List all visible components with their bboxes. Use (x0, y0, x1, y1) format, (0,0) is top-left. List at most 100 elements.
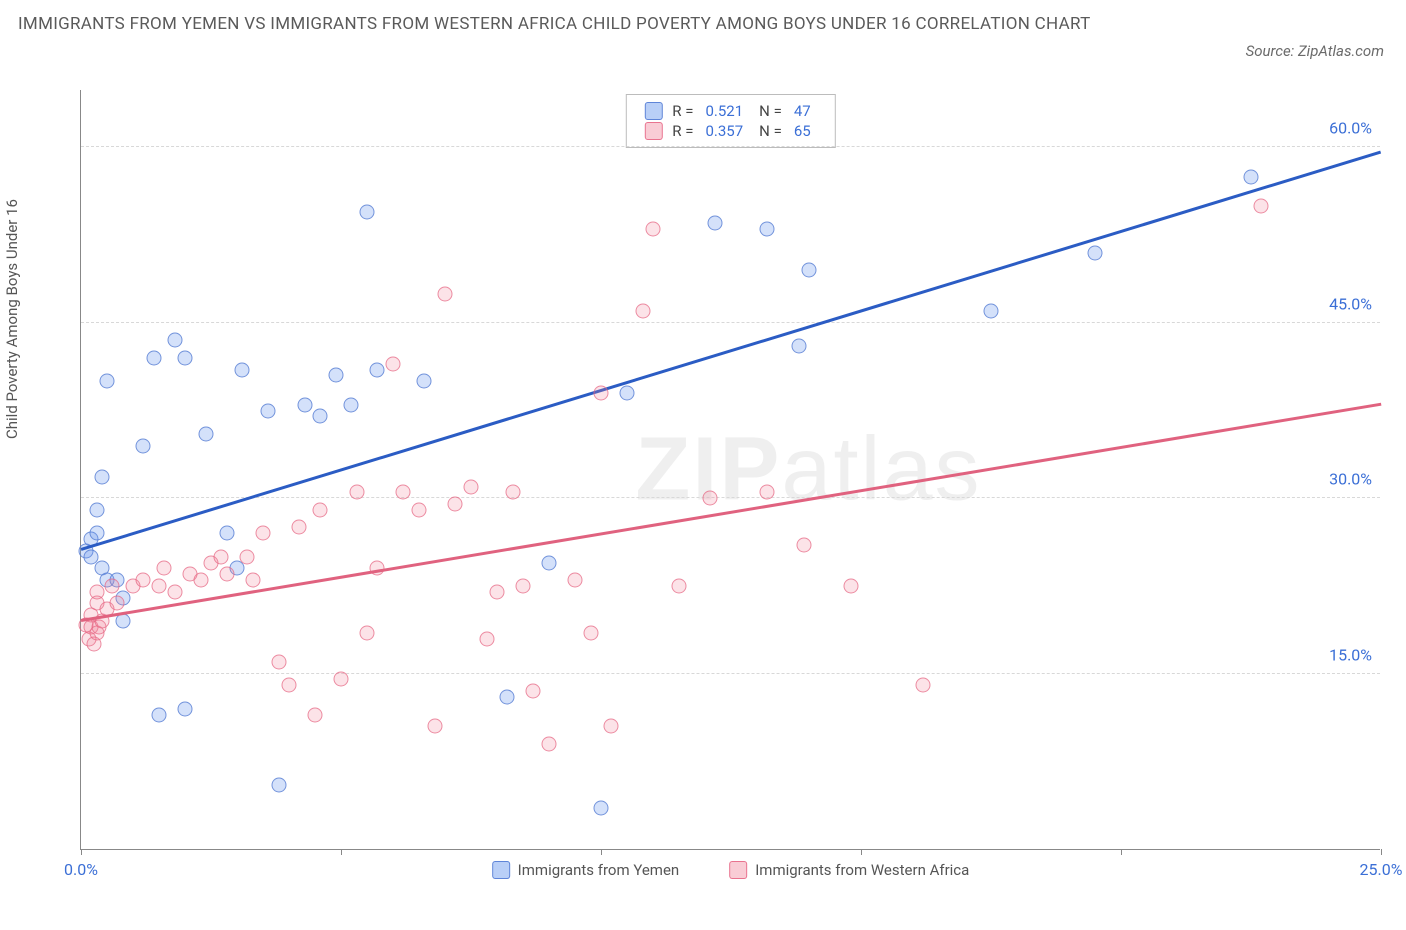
gridline (81, 673, 1380, 674)
swatch-blue (492, 861, 510, 879)
point-west-africa (448, 497, 463, 512)
point-west-africa (308, 707, 323, 722)
legend-label-yemen: Immigrants from Yemen (518, 861, 680, 879)
point-yemen (178, 701, 193, 716)
r-label: R = (672, 122, 693, 140)
y-tick-label: 15.0% (1329, 645, 1372, 664)
point-yemen (146, 350, 161, 365)
point-yemen (271, 777, 286, 792)
point-west-africa (542, 736, 557, 751)
point-west-africa (526, 684, 541, 699)
point-yemen (100, 374, 115, 389)
point-west-africa (594, 386, 609, 401)
point-yemen (594, 801, 609, 816)
point-west-africa (916, 678, 931, 693)
x-tick (341, 849, 342, 855)
point-west-africa (292, 520, 307, 535)
point-yemen (178, 350, 193, 365)
point-west-africa (646, 222, 661, 237)
point-yemen (297, 397, 312, 412)
point-west-africa (386, 356, 401, 371)
point-yemen (235, 362, 250, 377)
source-attribution: Source: ZipAtlas.com (1246, 42, 1384, 60)
point-west-africa (516, 578, 531, 593)
gridline (81, 497, 1380, 498)
n-label: N = (759, 122, 782, 140)
x-tick (601, 849, 602, 855)
point-yemen (360, 204, 375, 219)
x-tick (1381, 849, 1382, 855)
point-west-africa (256, 526, 271, 541)
x-tick-label: 25.0% (1360, 860, 1403, 879)
point-west-africa (313, 502, 328, 517)
point-yemen (136, 438, 151, 453)
legend-row-yemen: R = 0.521 N = 47 (644, 101, 816, 121)
point-west-africa (412, 502, 427, 517)
point-yemen (115, 614, 130, 629)
n-value-west-africa: 65 (794, 122, 811, 140)
point-west-africa (334, 672, 349, 687)
point-yemen (791, 339, 806, 354)
swatch-blue (644, 102, 662, 120)
point-yemen (198, 426, 213, 441)
point-west-africa (167, 584, 182, 599)
point-yemen (328, 368, 343, 383)
point-west-africa (193, 573, 208, 588)
point-west-africa (110, 596, 125, 611)
point-yemen (370, 362, 385, 377)
swatch-pink (644, 122, 662, 140)
point-west-africa (635, 304, 650, 319)
y-tick-label: 45.0% (1329, 294, 1372, 313)
point-west-africa (360, 625, 375, 640)
point-west-africa (271, 654, 286, 669)
point-yemen (708, 216, 723, 231)
point-yemen (620, 386, 635, 401)
n-value-yemen: 47 (794, 102, 811, 120)
point-west-africa (438, 286, 453, 301)
point-west-africa (796, 538, 811, 553)
point-west-africa (157, 561, 172, 576)
series-legend: Immigrants from Yemen Immigrants from We… (492, 861, 970, 879)
x-tick (1121, 849, 1122, 855)
point-west-africa (136, 573, 151, 588)
point-yemen (313, 409, 328, 424)
point-west-africa (604, 719, 619, 734)
point-west-africa (479, 631, 494, 646)
point-yemen (984, 304, 999, 319)
r-value-west-africa: 0.357 (705, 122, 743, 140)
point-yemen (89, 526, 104, 541)
point-west-africa (1254, 198, 1269, 213)
point-west-africa (89, 584, 104, 599)
point-west-africa (396, 485, 411, 500)
point-west-africa (672, 578, 687, 593)
point-west-africa (245, 573, 260, 588)
point-yemen (1244, 169, 1259, 184)
point-yemen (500, 690, 515, 705)
point-west-africa (105, 578, 120, 593)
point-west-africa (490, 584, 505, 599)
legend-label-west-africa: Immigrants from Western Africa (755, 861, 969, 879)
legend-item-yemen: Immigrants from Yemen (492, 861, 680, 879)
r-value-yemen: 0.521 (705, 102, 743, 120)
point-west-africa (583, 625, 598, 640)
legend-item-west-africa: Immigrants from Western Africa (729, 861, 969, 879)
y-tick-label: 60.0% (1329, 119, 1372, 138)
point-west-africa (214, 549, 229, 564)
y-tick-label: 30.0% (1329, 470, 1372, 489)
point-yemen (344, 397, 359, 412)
gridline (81, 146, 1380, 147)
point-yemen (760, 222, 775, 237)
point-yemen (417, 374, 432, 389)
x-tick (81, 849, 82, 855)
point-yemen (219, 526, 234, 541)
point-west-africa (240, 549, 255, 564)
correlation-legend: R = 0.521 N = 47 R = 0.357 N = 65 (625, 94, 835, 148)
point-west-africa (505, 485, 520, 500)
point-yemen (167, 333, 182, 348)
watermark: ZIPatlas (635, 418, 981, 521)
point-west-africa (760, 485, 775, 500)
point-west-africa (282, 678, 297, 693)
point-west-africa (219, 567, 234, 582)
point-west-africa (427, 719, 442, 734)
r-label: R = (672, 102, 693, 120)
